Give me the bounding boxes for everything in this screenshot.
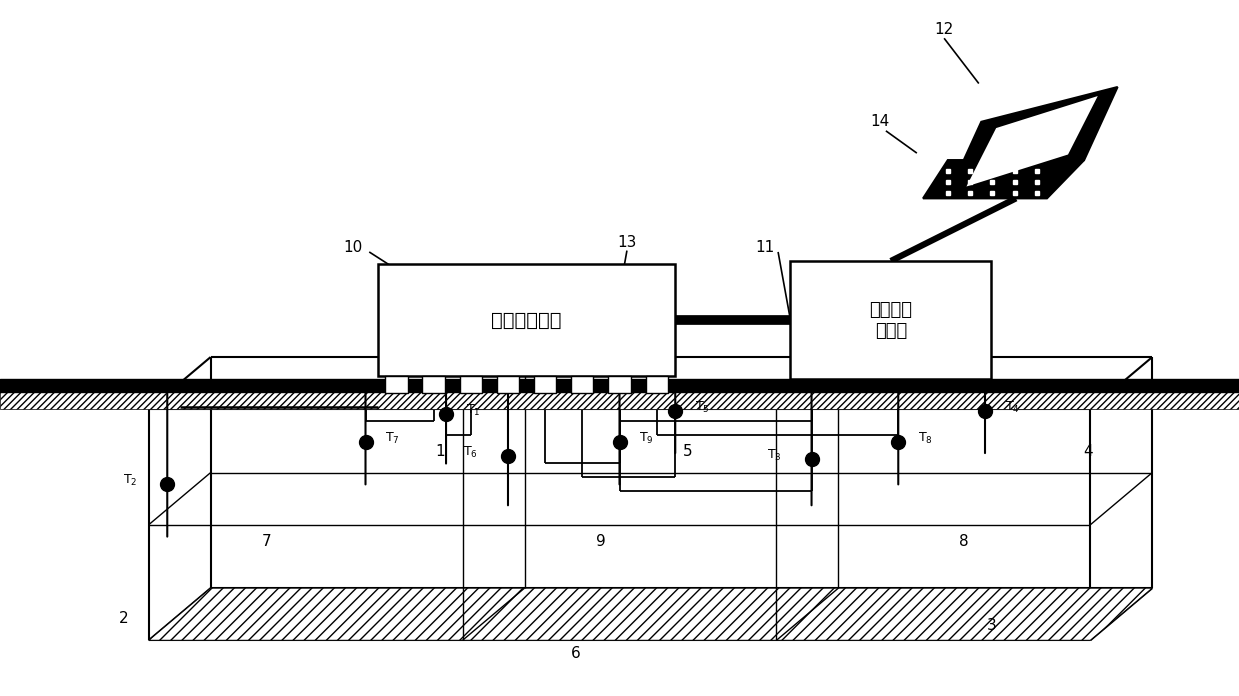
- Text: 4: 4: [1083, 444, 1093, 459]
- Text: T$_3$: T$_3$: [767, 448, 782, 464]
- Text: T$_1$: T$_1$: [466, 403, 481, 418]
- Text: 7: 7: [261, 535, 271, 549]
- Text: T$_2$: T$_2$: [123, 473, 138, 488]
- Polygon shape: [966, 96, 1098, 187]
- Polygon shape: [149, 588, 1152, 640]
- Text: 2: 2: [119, 611, 129, 626]
- Bar: [790, 261, 991, 379]
- Text: 12: 12: [934, 22, 954, 37]
- Text: 5: 5: [683, 444, 693, 459]
- Bar: [422, 376, 445, 393]
- Text: 1: 1: [435, 444, 445, 459]
- Bar: [0, 392, 1239, 409]
- Bar: [497, 376, 519, 393]
- Text: 6: 6: [571, 646, 581, 661]
- Text: 10: 10: [343, 239, 363, 255]
- Text: 信号分析
处理器: 信号分析 处理器: [870, 301, 912, 340]
- Text: 3: 3: [986, 618, 996, 633]
- Bar: [378, 264, 675, 376]
- Bar: [608, 376, 631, 393]
- Bar: [646, 376, 668, 393]
- Text: T$_5$: T$_5$: [695, 400, 710, 415]
- Text: T$_9$: T$_9$: [639, 431, 654, 446]
- Polygon shape: [948, 87, 1118, 195]
- Bar: [460, 376, 482, 393]
- Text: 11: 11: [755, 239, 774, 255]
- Text: 8: 8: [959, 535, 969, 549]
- Text: 温度采集模块: 温度采集模块: [492, 310, 561, 330]
- Text: T$_4$: T$_4$: [1005, 400, 1020, 415]
- Text: T$_6$: T$_6$: [463, 445, 478, 460]
- Bar: [385, 376, 408, 393]
- Bar: [534, 376, 556, 393]
- Text: T$_7$: T$_7$: [385, 431, 400, 446]
- Polygon shape: [923, 160, 1084, 198]
- Text: T$_8$: T$_8$: [918, 431, 933, 446]
- Text: 13: 13: [617, 235, 637, 250]
- Text: 14: 14: [870, 114, 890, 129]
- Text: 9: 9: [596, 535, 606, 549]
- Bar: [571, 376, 593, 393]
